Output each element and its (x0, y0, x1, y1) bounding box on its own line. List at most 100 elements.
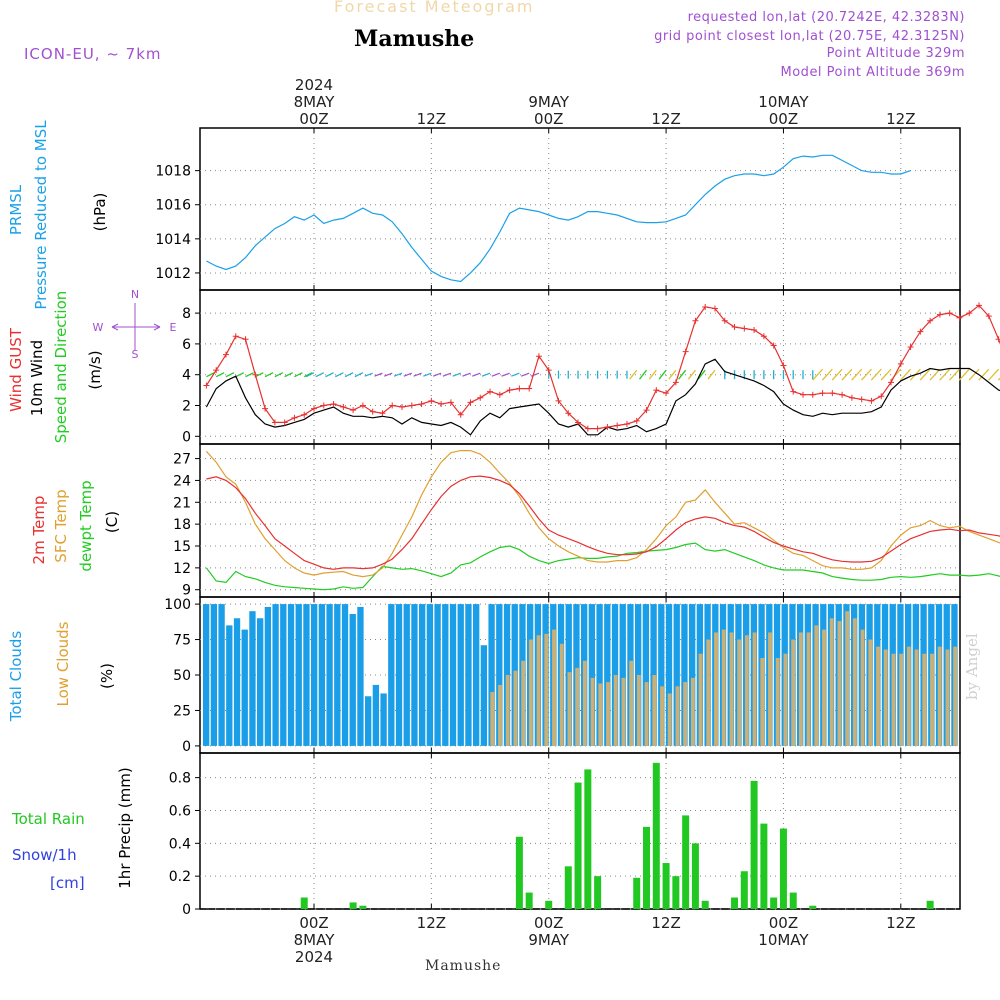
low-cloud-bar (729, 632, 734, 746)
top-time-line: 9MAY (528, 93, 570, 111)
gust-marker (467, 399, 474, 406)
gust-marker (262, 405, 269, 412)
gust-marker (526, 385, 533, 392)
low-cloud-bar (822, 629, 826, 746)
gust-marker (359, 402, 366, 409)
gust-marker (927, 317, 934, 324)
wind-arrow (501, 372, 510, 377)
wind-arrow (206, 372, 215, 378)
rain-bar (682, 815, 690, 909)
gust-marker (946, 310, 953, 317)
bottom-time-line: 12Z (886, 914, 916, 932)
top-time-line: 12Z (886, 110, 916, 128)
gust-marker (389, 402, 396, 409)
rain-bar (750, 780, 758, 909)
gust-marker (311, 405, 317, 412)
total-cloud-bar (303, 604, 310, 746)
gust-marker (897, 360, 904, 367)
bottom-time-label: 00Z 8MAY 2024 (274, 915, 354, 966)
gust-marker (477, 394, 484, 401)
wind-arrow (880, 368, 892, 381)
total-cloud-bar (642, 604, 650, 746)
gust-marker (222, 351, 229, 358)
low-cloud-bar (490, 692, 495, 746)
temperature-ytick-label: 9 (182, 583, 191, 599)
wind-arrow (821, 368, 833, 381)
gust-marker (976, 302, 983, 309)
total-cloud-bar (419, 604, 426, 746)
gust-marker (809, 391, 816, 398)
wind-arrow (988, 368, 1000, 381)
wind-panel: 0 2 4 6 8 Wind GUST 10m Wind Speed and Directio… (7, 288, 1000, 445)
low-cloud-bar (567, 672, 572, 746)
gust-marker (614, 422, 621, 429)
total-cloud-bar (257, 618, 264, 746)
wind-arrow (403, 372, 413, 377)
rain-bar (515, 836, 523, 909)
total-cloud-bar (380, 693, 387, 746)
low-cloud-bar (660, 686, 664, 746)
clouds-panel: 0 25 50 75 100 Total Clouds Low Clouds (%) (7, 596, 961, 755)
rain-bar (584, 769, 592, 909)
low-cloud-bar (775, 657, 780, 746)
total-cloud-bar (689, 604, 696, 746)
gust-marker (545, 367, 552, 374)
gust-marker (702, 303, 709, 310)
bottom-time-line: 00Z (768, 914, 799, 932)
rain-bar (594, 876, 602, 909)
wind-arrow (678, 369, 687, 380)
total-cloud-bar (210, 604, 218, 746)
wind-arrow (520, 372, 530, 377)
precip-ytick-label: 0.8 (169, 771, 191, 787)
pressure-ytick-label: 1016 (155, 198, 191, 214)
wind-arrow (393, 372, 403, 377)
gust-marker (232, 333, 239, 340)
clouds-ytick-label: 50 (173, 668, 191, 684)
wind-10m-line (205, 358, 1000, 436)
gust-marker (418, 400, 425, 407)
wind-arrow (958, 368, 970, 381)
total-cloud-bar (357, 606, 364, 746)
wind-arrow (658, 369, 667, 380)
low-cloud-bar (845, 611, 850, 746)
wind-arrow (890, 368, 902, 381)
gust-marker (330, 400, 337, 407)
total-cloud-bar (365, 696, 372, 746)
gust-marker (340, 404, 347, 411)
low-cloud-bar (760, 657, 765, 746)
low-cloud-bar (652, 675, 657, 746)
wind-arrow (939, 368, 951, 381)
wind-arrow (978, 368, 990, 381)
gust-marker (819, 390, 826, 397)
rain-bar (564, 866, 572, 909)
wind-arrow (919, 368, 931, 381)
gust-marker (760, 333, 767, 340)
total-cloud-bar (226, 625, 233, 746)
low-cloud-bar (698, 653, 703, 746)
gust-marker (213, 367, 220, 374)
wind-arrow (452, 372, 461, 377)
low-cloud-bar (837, 621, 842, 746)
total-cloud-bar (280, 604, 287, 746)
bottom-time-line: 8MAY (293, 931, 335, 949)
sfc-temp-line (205, 450, 1000, 578)
low-cloud-bar (721, 629, 726, 746)
rain-bar (691, 843, 699, 909)
total-cloud-bar (658, 604, 665, 746)
low-cloud-bar (552, 629, 556, 746)
wind-arrow (491, 372, 501, 377)
low-cloud-bar (598, 683, 603, 746)
pressure-label-prmsl: PRMSL (7, 184, 25, 235)
gust-marker (369, 408, 376, 415)
gust-marker (672, 379, 679, 386)
bottom-time-label: 00Z 10MAY (743, 915, 823, 949)
gust-marker (623, 420, 630, 427)
low-cloud-bar (737, 639, 742, 746)
gust-marker (780, 362, 787, 369)
low-cloud-bar (667, 693, 672, 746)
wind-ylabel: (m/s) (86, 350, 104, 389)
precip-ytick-label: 0.2 (169, 869, 191, 885)
gust-marker (301, 411, 308, 418)
low-cloud-bar (860, 629, 865, 746)
